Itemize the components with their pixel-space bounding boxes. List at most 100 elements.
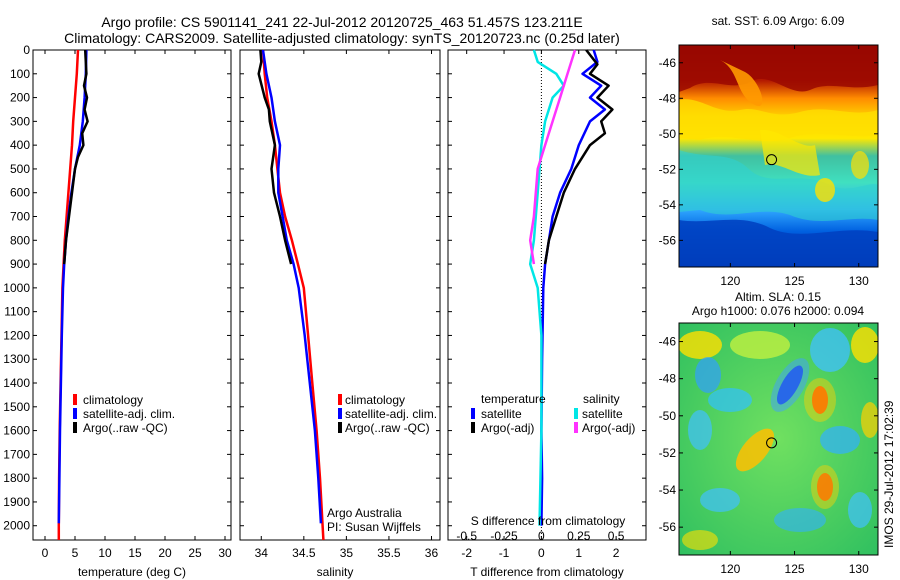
sla-map: Altim. SLA: 0.15 Argo h1000: 0.076 h2000… [659,290,879,576]
depth-tick-label: 900 [10,257,30,271]
lat-tick-label: -56 [659,520,677,534]
legend-title-temperature: temperature [481,392,546,406]
x-tick-label: 15 [128,546,142,560]
sst-map-frame [678,44,879,268]
legend-swatch-satellite [338,408,342,419]
series-line-temperature-argo-adj- [543,49,614,265]
x-tick-label: 35 [340,546,354,560]
depth-tick-label: 200 [10,91,30,105]
legend-swatch-sal-satellite [574,408,578,419]
depth-tick-label: 800 [10,233,30,247]
legend-label-sal-argo: Argo(-adj) [582,421,635,435]
imos-timestamp: IMOS 29-Jul-2012 17:02:39 [882,400,896,548]
depth-tick-label: 300 [10,114,30,128]
legend-swatch-climatology [338,394,342,405]
sst-lat-ticks: -46 -48 -50 -52 -54 -56 [659,56,878,247]
depth-tick-label: 1200 [3,328,30,342]
x-tick-label: 5 [72,546,79,560]
legend-label-argo: Argo(..raw -QC) [83,421,168,435]
x-tick-label: 34 [255,546,269,560]
x-tick-label: 36 [425,546,439,560]
legend-label-satellite: satellite-adj. clim. [345,407,437,421]
lat-tick-label: -46 [659,335,677,349]
lat-tick-label: -50 [659,409,677,423]
sla-lon-ticks: 120 125 130 [720,323,869,576]
legend-label-sal-satellite: satellite [582,407,623,421]
salinity-panel: 34 34.5 35 35.5 36 salinity climatology sate… [239,49,441,579]
x-tick-label: 30 [218,546,232,560]
x-tick-label: 0 [42,546,49,560]
lat-tick-label: -52 [659,162,677,176]
depth-tick-label: 500 [10,162,30,176]
sst-map-image [679,45,878,267]
depth-tick-label: 1400 [3,376,30,390]
depth-axis-ticks: 0 100 200 300 400 500 600 700 800 900 1000 1100 1200… [3,43,231,533]
salinity-depth-ticks [240,49,440,527]
figure-title-line2: Climatology: CARS2009. Satellite-adjuste… [64,30,620,46]
sla-map-image [679,323,878,555]
lat-tick-label: -46 [659,56,677,70]
legend-label-climatology: climatology [345,393,405,407]
pi-annotation: PI: Susan Wijffels [327,520,421,534]
lon-tick-label: 125 [785,274,805,288]
sla-map-title-line2: Argo h1000: 0.076 h2000: 0.094 [692,304,864,318]
salinity-diff-tick-label: 0.5 [608,529,625,543]
lat-tick-label: -52 [659,446,677,460]
legend-swatch-argo [338,422,342,433]
sst-map: sat. SST: 6.09 Argo: 6.09 -46 -48 -50 -52 -5… [659,14,879,288]
temperature-plot-frame [32,49,232,541]
depth-tick-label: 1000 [3,281,30,295]
legend-label-climatology: climatology [83,393,143,407]
series-line-climatology [261,49,325,541]
depth-tick-label: 0 [23,43,30,57]
lon-tick-label: 120 [720,274,740,288]
lon-tick-label: 130 [849,562,869,576]
sst-lon-ticks: 120 125 130 [720,45,869,288]
lon-tick-label: 130 [849,274,869,288]
x-tick-label: 1 [575,546,582,560]
difference-depth-ticks [448,49,646,527]
figure-title-line1: Argo profile: CS 5901141_241 22-Jul-2012… [101,14,582,30]
float-location-marker [766,437,778,449]
lon-tick-label: 125 [785,562,805,576]
temperature-legend: climatology satellite-adj. clim. Argo(..… [73,393,175,435]
salinity-profile-lines [257,49,325,541]
depth-tick-label: 2000 [3,519,30,533]
depth-tick-label: 700 [10,210,30,224]
difference-top-label: S difference from climatology [471,514,626,528]
depth-tick-label: 100 [10,67,30,81]
depth-tick-label: 1500 [3,400,30,414]
difference-x-label: T difference from climatology [470,565,624,579]
difference-salinity-ticks: -0.5-0.2500.250.5 [456,529,624,543]
legend-swatch-sal-argo [574,422,578,433]
legend-swatch-temp-argo [471,422,475,433]
temperature-panel: 0100200300400500600700800900100011001200… [3,43,232,579]
legend-label-temp-satellite: satellite [481,407,522,421]
lat-tick-label: -54 [659,483,677,497]
legend-swatch-temp-satellite [471,408,475,419]
lat-tick-label: -48 [659,372,677,386]
legend-swatch-argo [73,422,77,433]
depth-tick-label: 1300 [3,352,30,366]
salinity-plot-frame [239,49,441,541]
sla-lat-ticks: -46 -48 -50 -52 -54 -56 [659,335,878,534]
lon-tick-label: 120 [720,562,740,576]
salinity-legend: climatology satellite-adj. clim. Argo(..… [338,393,437,435]
depth-tick-label: 1700 [3,447,30,461]
legend-label-temp-argo: Argo(-adj) [481,421,534,435]
x-tick-label: 35.5 [377,546,401,560]
x-tick-label: 0 [538,546,545,560]
series-line-salinity-satellite [528,49,566,526]
institution-annotation: Argo Australia [327,506,402,520]
x-tick-label: 25 [188,546,202,560]
legend-swatch-climatology [73,394,77,405]
series-line-temperature-satellite [540,49,607,526]
series-line-salinity-argo-adj- [528,49,577,265]
depth-tick-label: 600 [10,186,30,200]
float-location-marker [766,154,778,166]
sla-map-frame [678,322,879,556]
x-tick-label: -2 [461,546,472,560]
salinity-x-label: salinity [317,565,354,579]
